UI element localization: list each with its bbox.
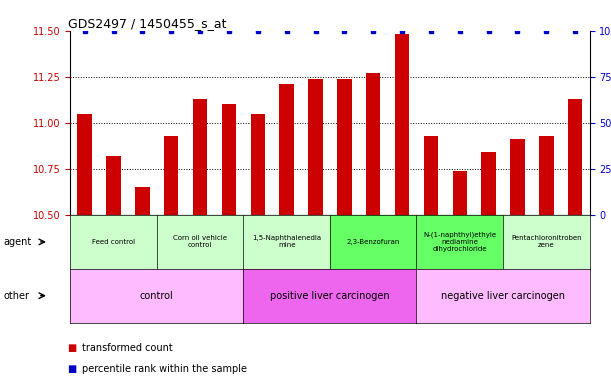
Text: other: other bbox=[3, 291, 29, 301]
Text: 1,5-Naphthalenedia
mine: 1,5-Naphthalenedia mine bbox=[252, 235, 321, 248]
Text: control: control bbox=[140, 291, 174, 301]
Bar bbox=[164, 136, 178, 215]
Bar bbox=[106, 156, 121, 215]
Text: GDS2497 / 1450455_s_at: GDS2497 / 1450455_s_at bbox=[68, 17, 226, 30]
Bar bbox=[395, 35, 409, 215]
Text: Feed control: Feed control bbox=[92, 239, 135, 245]
Bar bbox=[453, 171, 467, 215]
Text: ■: ■ bbox=[67, 343, 76, 353]
Text: Pentachloronitroben
zene: Pentachloronitroben zene bbox=[511, 235, 582, 248]
Bar bbox=[568, 99, 582, 215]
Text: negative liver carcinogen: negative liver carcinogen bbox=[441, 291, 565, 301]
Bar bbox=[337, 79, 351, 215]
Text: Corn oil vehicle
control: Corn oil vehicle control bbox=[173, 235, 227, 248]
Bar bbox=[539, 136, 554, 215]
Text: agent: agent bbox=[3, 237, 31, 247]
Text: 2,3-Benzofuran: 2,3-Benzofuran bbox=[346, 239, 400, 245]
Text: transformed count: transformed count bbox=[82, 343, 174, 353]
Bar bbox=[423, 136, 438, 215]
Bar bbox=[481, 152, 496, 215]
Bar bbox=[135, 187, 150, 215]
Text: positive liver carcinogen: positive liver carcinogen bbox=[270, 291, 390, 301]
Bar bbox=[366, 73, 381, 215]
Bar bbox=[279, 84, 294, 215]
Text: ■: ■ bbox=[67, 364, 76, 374]
Bar bbox=[309, 79, 323, 215]
Text: percentile rank within the sample: percentile rank within the sample bbox=[82, 364, 247, 374]
Bar bbox=[251, 114, 265, 215]
Bar bbox=[222, 104, 236, 215]
Bar bbox=[510, 139, 525, 215]
Text: N-(1-naphthyl)ethyle
nediamine
dihydrochloride: N-(1-naphthyl)ethyle nediamine dihydroch… bbox=[423, 232, 496, 252]
Bar bbox=[78, 114, 92, 215]
Bar bbox=[193, 99, 207, 215]
